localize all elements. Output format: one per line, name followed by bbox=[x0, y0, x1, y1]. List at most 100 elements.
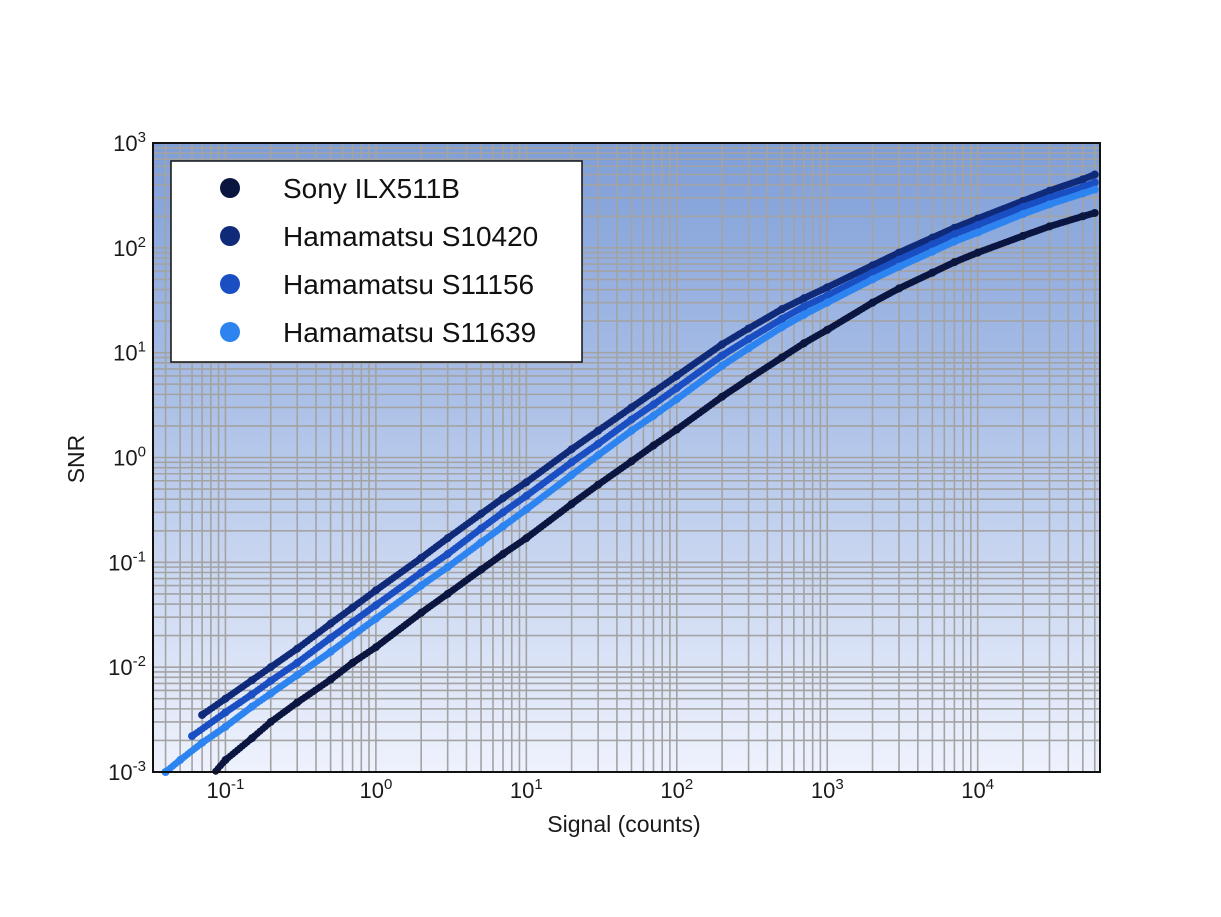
data-point bbox=[415, 583, 423, 591]
data-point bbox=[565, 460, 573, 468]
data-point bbox=[264, 720, 272, 728]
series-hamamatsu-s11639 bbox=[161, 185, 1099, 776]
data-point bbox=[291, 673, 299, 681]
x-tick-label: 103 bbox=[811, 776, 844, 803]
data-point bbox=[497, 524, 505, 532]
data-point bbox=[497, 510, 505, 518]
data-point bbox=[592, 482, 600, 490]
data-point bbox=[775, 355, 783, 363]
data-point bbox=[670, 374, 678, 382]
data-point bbox=[1088, 179, 1096, 187]
data-point bbox=[592, 453, 600, 461]
data-point bbox=[625, 459, 633, 467]
series-sony-ilx511b bbox=[212, 208, 1099, 775]
data-point bbox=[324, 650, 332, 658]
data-point bbox=[474, 568, 482, 576]
legend-marker bbox=[220, 226, 240, 246]
series-hamamatsu-s10420 bbox=[198, 170, 1099, 719]
data-point bbox=[415, 570, 423, 578]
data-point bbox=[219, 725, 227, 733]
data-point bbox=[647, 390, 655, 398]
legend-label: Hamamatsu S11156 bbox=[283, 269, 534, 300]
data-point bbox=[369, 603, 377, 611]
data-point bbox=[797, 341, 805, 349]
data-point bbox=[647, 402, 655, 410]
data-point bbox=[520, 480, 528, 488]
data-point bbox=[346, 620, 354, 628]
data-point bbox=[565, 447, 573, 455]
x-tick-label: 102 bbox=[660, 776, 693, 803]
data-point bbox=[219, 697, 227, 705]
data-point bbox=[670, 427, 678, 435]
data-point bbox=[742, 377, 750, 385]
x-tick-label: 10-1 bbox=[207, 776, 245, 803]
data-point bbox=[346, 633, 354, 641]
x-tick-label: 104 bbox=[961, 776, 994, 803]
legend-label: Hamamatsu S10420 bbox=[283, 221, 538, 252]
data-point bbox=[565, 473, 573, 481]
data-point bbox=[474, 527, 482, 535]
legend: Sony ILX511B Hamamatsu S10420 Hamamatsu S1… bbox=[170, 160, 583, 363]
x-tick-label: 101 bbox=[510, 776, 543, 803]
data-point bbox=[324, 622, 332, 630]
data-point bbox=[625, 405, 633, 413]
y-tick-label: 100 bbox=[113, 444, 146, 471]
data-point bbox=[716, 395, 724, 403]
data-point bbox=[324, 677, 332, 685]
legend-label: Hamamatsu S11639 bbox=[283, 317, 536, 348]
y-tick-label: 10-1 bbox=[108, 548, 146, 575]
data-point bbox=[246, 692, 254, 700]
plot-frame bbox=[152, 142, 1101, 773]
data-point bbox=[196, 741, 204, 749]
data-point bbox=[369, 617, 377, 625]
y-tick-label: 10-2 bbox=[108, 653, 146, 680]
data-point bbox=[625, 429, 633, 437]
data-point bbox=[441, 552, 449, 560]
data-point bbox=[346, 661, 354, 669]
legend-label: Sony ILX511B bbox=[283, 173, 460, 204]
data-point bbox=[520, 494, 528, 502]
data-points bbox=[161, 170, 1099, 776]
legend-box bbox=[170, 160, 583, 363]
y-tick-label: 102 bbox=[113, 234, 146, 261]
data-point bbox=[670, 386, 678, 394]
y-tick-label: 103 bbox=[113, 129, 146, 156]
data-point bbox=[625, 417, 633, 425]
data-point bbox=[821, 327, 829, 335]
data-point bbox=[474, 540, 482, 548]
data-point bbox=[647, 413, 655, 421]
data-point bbox=[174, 758, 182, 766]
data-point bbox=[1088, 186, 1096, 194]
x-axis-label: Signal (counts) bbox=[547, 811, 700, 837]
data-point bbox=[716, 364, 724, 372]
data-point bbox=[565, 502, 573, 510]
data-point bbox=[219, 710, 227, 718]
data-point bbox=[415, 611, 423, 619]
data-point bbox=[474, 512, 482, 520]
data-point bbox=[716, 353, 724, 361]
data-point bbox=[264, 679, 272, 687]
y-tick-labels: 10-3 10-2 10-1 100 101 102 103 bbox=[108, 129, 146, 785]
data-point bbox=[441, 565, 449, 573]
data-point bbox=[647, 443, 655, 451]
legend-marker bbox=[220, 274, 240, 294]
data-point bbox=[497, 552, 505, 560]
data-point bbox=[246, 704, 254, 712]
y-axis-label: SNR bbox=[63, 435, 89, 484]
data-point bbox=[592, 442, 600, 450]
data-point bbox=[369, 645, 377, 653]
legend-marker bbox=[220, 322, 240, 342]
data-point bbox=[1088, 172, 1096, 180]
data-point bbox=[520, 536, 528, 544]
data-point bbox=[219, 759, 227, 767]
data-point bbox=[346, 605, 354, 613]
data-point bbox=[592, 428, 600, 436]
data-point bbox=[291, 660, 299, 668]
data-point bbox=[520, 507, 528, 515]
y-tick-label: 10-3 bbox=[108, 758, 146, 785]
x-tick-labels: 10-1 100 101 102 103 104 bbox=[207, 776, 995, 803]
data-point bbox=[291, 646, 299, 654]
data-point bbox=[291, 700, 299, 708]
series-hamamatsu-s11156 bbox=[188, 178, 1099, 741]
